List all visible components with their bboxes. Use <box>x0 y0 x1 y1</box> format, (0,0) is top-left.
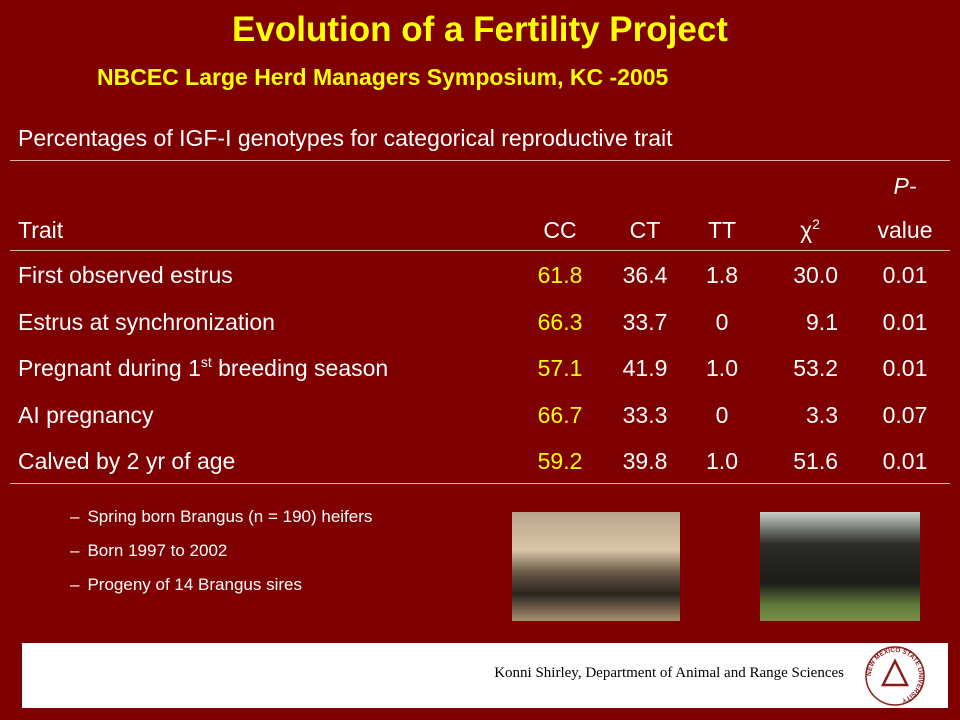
row-label: Calved by 2 yr of age <box>18 447 235 475</box>
table-cell: 1.8 <box>706 262 738 288</box>
text: breeding season <box>211 355 389 381</box>
rule <box>10 250 950 251</box>
table-cell: 3.3 <box>806 401 838 428</box>
table-cell: 0.07 <box>882 401 928 428</box>
column-header: Trait <box>18 216 63 244</box>
bullet: – Spring born Brangus (n = 190) heifers <box>70 507 372 527</box>
row-label: Estrus at synchronization <box>18 308 275 336</box>
table-cell: 66.7 <box>537 401 583 428</box>
table-cell: 53.2 <box>793 355 838 381</box>
row-label: First observed estrus <box>18 261 233 289</box>
bullet-dash: – <box>70 507 80 526</box>
table-cell: 1.0 <box>706 448 738 474</box>
table-cell: 0.01 <box>882 448 928 474</box>
bullet-text: Born 1997 to 2002 <box>87 541 228 560</box>
text: AI pregnancy <box>18 401 154 428</box>
text: TT <box>707 217 737 243</box>
text: Estrus at synchronization <box>18 308 275 335</box>
text: χ <box>800 217 813 243</box>
logo: NEW MEXICO STATE UNIVERSITY <box>865 646 925 706</box>
subtitle: NBCEC Large Herd Managers Symposium, KC … <box>97 64 669 90</box>
text: CC <box>543 217 577 243</box>
column-header-top: P- <box>893 173 917 199</box>
column-header: CC <box>543 216 576 244</box>
title: Evolution of a Fertility Project <box>232 10 728 49</box>
table-cell: 39.8 <box>622 448 668 474</box>
table-cell: 57.1 <box>537 355 583 381</box>
table-cell: 0.01 <box>882 308 928 335</box>
text: First observed estrus <box>18 262 233 288</box>
bullet-text: Progeny of 14 Brangus sires <box>87 575 302 594</box>
table-cell: 61.8 <box>537 262 583 288</box>
photo <box>512 512 680 621</box>
table-cell: 0.01 <box>882 262 928 288</box>
table-cell: 9.1 <box>806 308 838 335</box>
table-cell: 59.2 <box>537 448 583 474</box>
column-header: χ2 <box>800 216 820 244</box>
superscript: st <box>200 354 212 370</box>
column-header: TT <box>708 216 736 244</box>
footer: Konni Shirley, Department of Animal and … <box>22 643 948 708</box>
bullet-dash: – <box>70 541 80 560</box>
table-cell: 0 <box>715 401 729 428</box>
table-cell: 30.0 <box>793 262 838 288</box>
superscript: 2 <box>812 216 820 232</box>
text: Calved by 2 yr of age <box>18 448 236 474</box>
table-cell: 33.7 <box>622 308 668 335</box>
table-cell: 36.4 <box>622 262 668 288</box>
text: Pregnant during 1 <box>18 355 201 381</box>
row-label: AI pregnancy <box>18 401 154 429</box>
bullet-text: Spring born Brangus (n = 190) heifers <box>87 507 373 526</box>
column-header: value <box>878 216 933 244</box>
table-cell: 51.6 <box>793 448 838 474</box>
footer-text: Konni Shirley, Department of Animal and … <box>494 665 844 681</box>
table-caption: Percentages of IGF-I genotypes for categ… <box>18 125 673 151</box>
text: value <box>877 217 933 243</box>
table-cell: 1.0 <box>706 355 738 381</box>
row-label: Pregnant during 1st breeding season <box>18 354 388 382</box>
photo <box>760 512 920 621</box>
bullet-dash: – <box>70 575 80 594</box>
table-cell: 0.01 <box>882 355 928 381</box>
table-cell: 0 <box>715 308 729 335</box>
bullet: – Progeny of 14 Brangus sires <box>70 575 302 595</box>
rule <box>10 160 950 161</box>
table-cell: 66.3 <box>537 308 583 335</box>
table-cell: 41.9 <box>622 355 668 381</box>
column-header: CT <box>630 216 661 244</box>
table-cell: 33.3 <box>622 401 668 428</box>
rule <box>10 483 950 484</box>
bullet: – Born 1997 to 2002 <box>70 541 227 561</box>
text: Trait <box>18 217 64 243</box>
text: CT <box>629 217 661 243</box>
